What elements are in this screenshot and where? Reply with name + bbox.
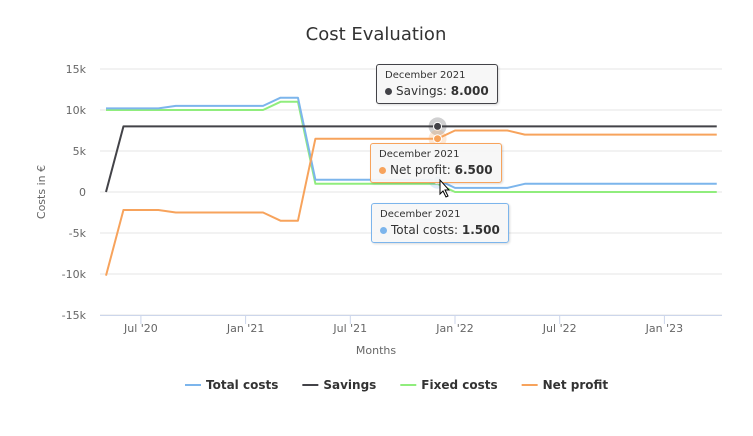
x-tick-label: Jan '21 xyxy=(226,322,264,335)
series-dot-icon xyxy=(379,167,386,174)
legend-item[interactable]: Total costs xyxy=(206,378,278,392)
hover-marker xyxy=(433,121,443,131)
legend-item[interactable]: Net profit xyxy=(543,378,609,392)
x-tick-label: Jul '20 xyxy=(123,322,158,335)
chart-title: Cost Evaluation xyxy=(306,24,447,45)
y-tick-label: 15k xyxy=(66,63,87,76)
series-line-net-profit xyxy=(105,129,717,276)
tooltip-date: December 2021 xyxy=(380,209,461,220)
y-tick-label: 10k xyxy=(66,104,87,117)
tooltip-series: Savings xyxy=(396,84,443,98)
tooltip-value: 1.500 xyxy=(461,223,500,237)
tooltip-value: 6.500 xyxy=(454,163,493,177)
x-tick-label: Jul '21 xyxy=(332,322,367,335)
series-line-fixed-costs xyxy=(106,100,717,193)
tooltip-total-costs: December 2021 Total costs: 1.500 xyxy=(371,203,509,243)
tooltip-date: December 2021 xyxy=(385,70,466,81)
y-tick-label: -5k xyxy=(69,227,87,240)
legend-item[interactable]: Savings xyxy=(323,378,376,392)
series-dot-icon xyxy=(380,227,387,234)
x-tick-label: Jan '22 xyxy=(435,322,473,335)
x-axis-label: Months xyxy=(356,344,396,357)
series-dot-icon xyxy=(385,88,392,95)
tooltip-value: 8.000 xyxy=(450,84,489,98)
y-tick-label: 5k xyxy=(73,145,87,158)
legend-item[interactable]: Fixed costs xyxy=(421,378,497,392)
series-line-savings xyxy=(105,125,717,193)
y-tick-label: -10k xyxy=(62,268,87,281)
y-axis-label: Costs in € xyxy=(35,165,48,219)
x-tick-label: Jul '22 xyxy=(542,322,577,335)
tooltip-net-profit: December 2021 Net profit: 6.500 xyxy=(370,143,502,183)
tooltip-savings: December 2021 Savings: 8.000 xyxy=(376,64,498,104)
y-tick-label: 0 xyxy=(79,186,86,199)
tooltip-series: Net profit xyxy=(390,163,447,177)
hover-marker xyxy=(433,134,443,144)
x-tick-label: Jan '23 xyxy=(645,322,683,335)
tooltip-date: December 2021 xyxy=(379,149,460,160)
tooltip-series: Total costs xyxy=(391,223,454,237)
y-tick-label: -15k xyxy=(62,309,87,322)
